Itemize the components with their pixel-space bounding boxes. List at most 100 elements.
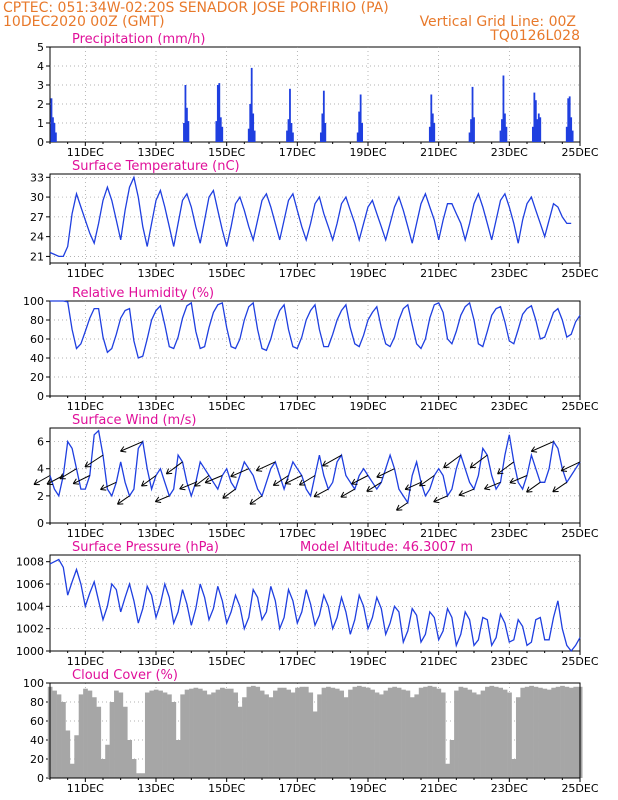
wind-arrow [351,475,369,485]
x-tick-label: 25DEC [561,146,598,159]
y-tick-label: 80 [30,696,44,709]
cloud-bar [242,697,247,778]
cloud-bar [321,687,327,778]
precip-bar [52,117,54,142]
wind-arrow-head [272,479,277,486]
wind-arrow-head [561,470,568,472]
x-tick-label: 13DEC [137,267,174,280]
cloud-bar [277,687,283,778]
cloud-bar [237,706,243,778]
precip-bar [428,126,431,142]
x-tick-label: 25DEC [561,655,598,668]
cloud-bar [365,687,371,778]
y-tick-label: 4 [37,60,44,73]
wind-arrow-head [497,468,501,475]
y-tick-label: 0 [37,772,44,785]
precip-bar [184,85,187,142]
wind-arrow [313,488,329,498]
cloud-bar [171,702,177,778]
precip-bar [53,123,56,142]
wind-arrow [59,468,77,480]
x-tick-label: 11DEC [67,400,104,413]
cloud-bar [370,689,375,778]
precip-bar [50,98,53,142]
wind-arrow [256,461,276,472]
wind-arrow [284,475,302,485]
precip-bar [361,123,364,142]
y-tick-label: 0 [37,517,44,530]
wind-arrow-head [497,472,504,475]
cloud-bar [396,687,402,778]
x-tick-label: 11DEC [67,146,104,159]
cloud-bar [379,694,384,778]
cloud-bar [65,730,71,778]
wind-arrow-head [256,470,263,472]
cloud-bar [440,692,446,778]
wind-arrow [484,481,501,490]
cloud-bar [299,686,305,778]
precip-bar [319,132,322,142]
wind-arrow [299,475,316,486]
precip-bar [289,88,291,142]
wind-arrow-head [509,482,516,485]
cloud-bar [136,773,141,778]
y-tick-label: 0 [37,136,44,149]
cloud-bar [374,692,380,778]
cloud-bar [308,692,314,778]
x-tick-label: 23DEC [491,782,528,795]
wind-arrow-head [204,477,209,483]
x-tick-label: 21DEC [420,146,457,159]
wind-arrow-head [33,479,38,485]
wind-arrow-head [433,496,438,503]
wind-arrow [155,495,170,503]
wind-arrow-head [59,473,64,479]
wind-arrow [117,495,130,505]
precip-bar [183,123,185,142]
cloud-bar [502,689,508,778]
y-tick-label: 24 [30,231,44,244]
cloud-bar [56,694,62,778]
wind-arrow-head [84,461,88,468]
precip-bar [324,123,327,142]
y-tick-label: 5 [37,41,44,54]
cloud-bar [568,687,574,778]
precip-bar [537,113,540,142]
x-tick-label: 17DEC [279,146,316,159]
cloud-bar [387,687,393,778]
x-tick-label: 11DEC [67,527,104,540]
cloud-bar [83,688,88,778]
cloud-bar [462,687,468,778]
cloud-bar [105,744,110,778]
wind-arrow-head [376,476,383,479]
header-datetime: 10DEC2020 00Z (GMT) [3,14,165,30]
precip-bar [567,98,570,142]
y-tick-label: 1004 [16,600,44,613]
wind-arrow-head [552,486,556,493]
wind-arrow [376,468,395,478]
wind-arrow [404,481,422,490]
y-tick-label: 100 [23,295,44,308]
panel-title: Surface Pressure (hPa) [72,540,219,555]
precip-bar [249,104,252,142]
cloud-bar [555,686,561,778]
y-tick-label: 40 [30,352,44,365]
cloud-bar [140,773,146,778]
precip-bar [473,117,475,142]
cloud-bar [471,692,477,778]
wind-arrow [322,454,342,467]
x-tick-label: 15DEC [208,782,245,795]
cloud-bar [493,686,499,778]
x-tick-label: 13DEC [137,527,174,540]
precip-bar [468,132,471,142]
cloud-bar [551,687,557,778]
cloud-bar [109,702,115,778]
cloud-bar [127,740,133,778]
y-tick-label: 60 [30,333,44,346]
wind-arrow [433,495,448,503]
y-tick-label: 21 [30,250,44,263]
cloud-bar [87,690,93,778]
cloud-bar [427,685,433,778]
y-tick-label: 6 [37,436,44,449]
precip-bar [286,130,288,142]
header-vertical-grid-note: Vertical Grid Line: 00Z [419,14,576,30]
